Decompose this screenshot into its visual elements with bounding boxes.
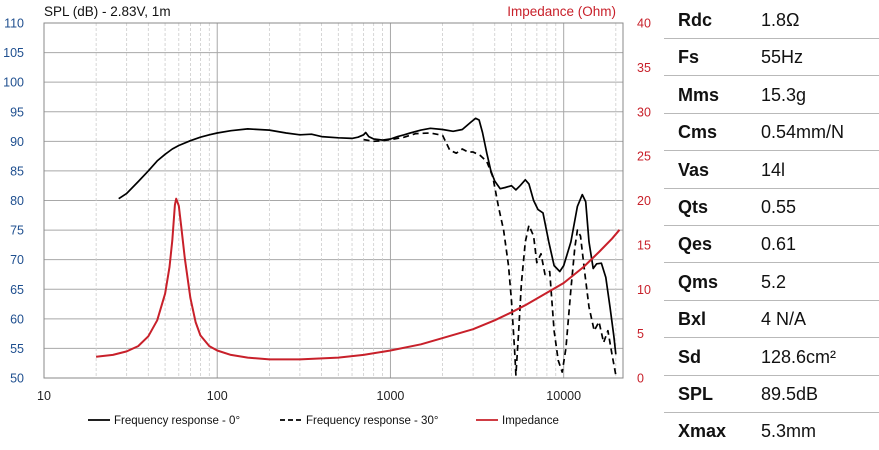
spec-name: Bxl [678, 309, 707, 330]
right-axis-title: Impedance (Ohm) [507, 4, 616, 19]
spec-row: Vas 14l [664, 152, 879, 189]
spec-name: Rdc [678, 10, 713, 30]
legend-label-1: Frequency response - 0° [114, 415, 240, 427]
y-right-tick-label: 15 [637, 238, 651, 252]
spec-row: Qes 0.61 [664, 226, 879, 264]
spec-row: Fs 55Hz [664, 39, 879, 77]
plot-curves [95, 117, 621, 376]
spec-value: 1.8Ω [761, 10, 800, 30]
y-left-tick-label: 60 [10, 312, 24, 326]
y-right-tick-label: 25 [637, 150, 651, 164]
y-right-tick-label: 20 [637, 194, 651, 208]
y-left-tick-label: 75 [10, 224, 24, 238]
spec-name: Xmax [678, 421, 727, 442]
y-right-tick-label: 10 [637, 283, 651, 297]
y-left-tick-label: 50 [10, 372, 24, 386]
spec-name: Qes [678, 234, 713, 255]
spec-value: 55Hz [761, 47, 804, 68]
y-left-tick-label: 80 [10, 194, 24, 208]
spec-row: Bxl 4 N/A [664, 301, 879, 339]
y-right-tick-label: 30 [637, 105, 651, 119]
spec-value: 15.3g [761, 84, 807, 105]
spec-value: 0.61 [761, 234, 797, 255]
spec-value: 128.6cm² [761, 346, 837, 367]
y-left-tick-label: 105 [3, 46, 24, 60]
plot-frame [43, 22, 624, 379]
spec-name: Fs [678, 47, 700, 68]
y-left-tick-label: 100 [3, 76, 24, 90]
x-tick-label: 1000 [377, 389, 405, 403]
chart-legend: Frequency response - 0° Frequency respons… [88, 415, 559, 427]
spec-value: 4 N/A [761, 309, 807, 330]
spec-table: Rdc 1.8Ω Fs 55Hz Mms 15.3g Cms 0.54mm/N Vas 14l Qt… [664, 0, 879, 448]
plot-grid [43, 22, 623, 379]
spec-name: Qms [678, 271, 719, 292]
spec-row: SPL 89.5dB [664, 376, 879, 413]
y-left-tick-label: 85 [10, 164, 24, 178]
spec-row: Xmax 5.3mm [664, 413, 879, 450]
y-left-tick-label: 70 [10, 253, 24, 267]
spec-value: 5.3mm [761, 421, 817, 442]
y-left-tick-label: 90 [10, 135, 24, 149]
spec-row: Sd 128.6cm² [664, 339, 879, 376]
y-right-tick-label: 35 [637, 61, 651, 75]
x-tick-label: 10000 [546, 389, 581, 403]
legend-label-2: Frequency response - 30° [306, 415, 438, 427]
spec-name: Sd [678, 346, 702, 367]
spec-row: Qts 0.55 [664, 189, 879, 226]
series-line-3 [95, 197, 621, 361]
spec-name: Qts [678, 197, 709, 217]
series-line-1 [118, 117, 617, 355]
legend-label-3: Impedance [502, 415, 559, 427]
spec-row: Qms 5.2 [664, 264, 879, 301]
spec-value: 5.2 [761, 271, 787, 292]
spec-name: Cms [678, 122, 718, 143]
spec-value: 89.5dB [761, 384, 819, 404]
spec-value: 0.55 [761, 197, 797, 217]
spec-value: 0.54mm/N [761, 122, 845, 143]
spec-name: Vas [678, 159, 710, 180]
plot-axes [43, 22, 624, 379]
x-tick-label: 10 [37, 389, 51, 403]
y-right-tick-label: 40 [637, 17, 651, 31]
y-left-tick-label: 65 [10, 283, 24, 297]
spec-value: 14l [761, 159, 786, 180]
y-left-tick-label: 110 [4, 17, 24, 31]
spec-name: SPL [678, 384, 714, 404]
y-right-tick-label: 0 [637, 372, 644, 386]
y-right-tick-label: 5 [637, 327, 644, 341]
y-left-tick-label: 55 [10, 342, 24, 356]
y-left-tick-label: 95 [10, 105, 24, 119]
series-line-2 [363, 132, 617, 376]
x-tick-label: 100 [207, 389, 228, 403]
spec-row: Rdc 1.8Ω [664, 2, 879, 39]
spec-row: Cms 0.54mm/N [664, 114, 879, 152]
frequency-impedance-chart: SPL (dB) - 2.83V, 1m Impedance (Ohm) 505… [3, 4, 651, 427]
tick-labels: 50 55 60 65 70 75 80 85 90 95 100 105 110 0 5 10 15 20 25 3… [3, 17, 651, 404]
spec-name: Mms [678, 84, 720, 105]
spec-row: Mms 15.3g [664, 77, 879, 114]
left-axis-title: SPL (dB) - 2.83V, 1m [44, 4, 171, 19]
